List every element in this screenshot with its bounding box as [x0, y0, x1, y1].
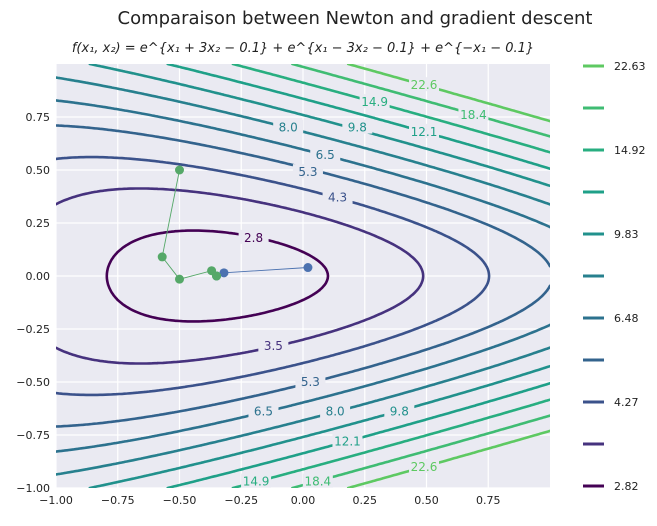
contour-label: 8.0: [279, 121, 298, 135]
optimization-paths: [157, 165, 313, 284]
y-tick-label: 0.75: [26, 111, 51, 124]
x-tick-label: −0.25: [224, 494, 258, 507]
y-tick-label: 0.50: [26, 164, 51, 177]
contour-label: 14.9: [361, 95, 388, 109]
colorbar: 22.63 14.92 9.83 6.48 4.27 2.82: [583, 60, 646, 493]
contour-labels: 2.8 3.5 4.3 5.3 5.3 6.5 6.5 8.0 8.0 9.8 9.8 12.1 12.…: [238, 77, 489, 489]
y-tick-label: −0.50: [16, 376, 50, 389]
contour-label: 18.4: [460, 108, 487, 122]
x-tick-label: 0.00: [291, 494, 316, 507]
contour-line: [56, 99, 550, 453]
x-tick-label: 0.50: [414, 494, 439, 507]
contour-label: 22.6: [411, 460, 438, 474]
chart-subtitle: f(x₁, x₂) = e^{x₁ + 3x₂ − 0.1} + e^{x₁ −…: [72, 41, 534, 56]
contour-label-bg: [292, 164, 323, 179]
x-tick-label: −0.50: [163, 494, 197, 507]
contour-label-bg: [320, 403, 351, 418]
contour-label: 5.3: [301, 375, 320, 389]
contour-label-bg: [310, 147, 341, 162]
contour-label: 2.8: [244, 231, 263, 245]
y-tick-label: −0.75: [16, 429, 50, 442]
contour-line: [56, 155, 491, 397]
contour-label: 18.4: [304, 475, 331, 489]
contour-label-bg: [273, 119, 304, 134]
contour-label: 9.8: [348, 121, 367, 135]
contour-label-bg: [359, 94, 390, 109]
contour-label-bg: [342, 119, 373, 134]
x-tick-labels: −1.00 −0.75 −0.50 −0.25 0.00 0.25 0.50 0.75: [39, 494, 500, 507]
y-tick-label: −1.00: [16, 482, 50, 495]
path-point: [175, 274, 184, 284]
contour-label: 8.0: [326, 405, 345, 419]
contour-label: 12.1: [334, 434, 361, 448]
contour-label: 9.8: [390, 405, 409, 419]
contour-label-bg: [458, 106, 489, 121]
contour-label-bg: [238, 229, 269, 244]
colorbar-tick-label: 6.48: [614, 312, 639, 325]
path-point: [219, 268, 229, 278]
contour-label-bg: [248, 403, 279, 418]
colorbar-tick-label: 4.27: [614, 396, 639, 409]
y-tick-label: 0.00: [26, 270, 51, 283]
path-point: [175, 165, 184, 175]
contour-label-bg: [322, 189, 353, 204]
contour-label-bg: [384, 403, 415, 418]
y-tick-label: 0.25: [26, 217, 51, 230]
path-point: [212, 271, 222, 281]
contour-label-bg: [258, 337, 289, 352]
contour-label-bg: [409, 123, 440, 138]
path-point: [157, 252, 167, 262]
contour-line: [56, 187, 425, 365]
x-tick-label: −1.00: [39, 494, 73, 507]
contour-label-bg: [332, 433, 363, 448]
contour-label-bg: [409, 458, 440, 473]
contour-label-bg: [241, 473, 272, 488]
contour-label-bg: [409, 77, 440, 92]
colorbar-tick-label: 22.63: [614, 60, 646, 73]
contour-label: 5.3: [298, 165, 317, 179]
y-tick-label: −0.25: [16, 323, 50, 336]
contour-label: 6.5: [254, 405, 273, 419]
chart-title: Comparaison between Newton and gradient …: [118, 8, 593, 29]
contour-label: 22.6: [411, 78, 438, 92]
colorbar-tick-label: 14.92: [614, 144, 646, 157]
x-tick-label: −0.75: [101, 494, 135, 507]
contour-label: 3.5: [264, 339, 283, 353]
contour-label: 14.9: [243, 475, 270, 489]
colorbar-tick-label: 9.83: [614, 228, 639, 241]
contour-label: 6.5: [316, 148, 335, 162]
path-point: [303, 263, 313, 273]
x-tick-label: 0.75: [476, 494, 501, 507]
y-tick-labels: −1.00 −0.75 −0.50 −0.25 0.00 0.25 0.50 0.75: [16, 111, 50, 495]
contour-label: 12.1: [411, 125, 438, 139]
contour-label-bg: [302, 473, 333, 488]
x-tick-label: 0.25: [353, 494, 378, 507]
contour-label: 4.3: [328, 191, 347, 205]
colorbar-tick-label: 2.82: [614, 480, 639, 493]
contour-label-bg: [295, 374, 326, 388]
